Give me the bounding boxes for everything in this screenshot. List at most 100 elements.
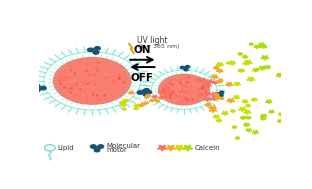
Circle shape — [98, 145, 104, 148]
Circle shape — [95, 47, 100, 50]
Text: motor: motor — [106, 147, 127, 153]
Polygon shape — [252, 68, 259, 72]
Polygon shape — [235, 137, 240, 140]
Polygon shape — [244, 110, 251, 114]
Circle shape — [184, 68, 188, 71]
Polygon shape — [242, 55, 248, 58]
Polygon shape — [211, 75, 218, 79]
Circle shape — [144, 93, 149, 96]
Polygon shape — [134, 104, 140, 107]
Circle shape — [34, 88, 40, 92]
Circle shape — [159, 74, 209, 105]
Polygon shape — [166, 145, 176, 151]
Circle shape — [137, 91, 143, 94]
Polygon shape — [246, 129, 252, 132]
Polygon shape — [217, 80, 222, 83]
Polygon shape — [144, 96, 149, 98]
Polygon shape — [261, 56, 269, 60]
Circle shape — [185, 65, 189, 68]
Polygon shape — [229, 61, 236, 65]
Polygon shape — [140, 103, 146, 106]
Polygon shape — [260, 45, 267, 49]
Circle shape — [34, 84, 40, 88]
Polygon shape — [222, 111, 229, 115]
Polygon shape — [244, 60, 252, 65]
Polygon shape — [119, 101, 124, 104]
Polygon shape — [128, 91, 134, 94]
Circle shape — [148, 91, 152, 93]
Polygon shape — [277, 120, 282, 123]
Text: UV light: UV light — [137, 36, 168, 45]
Text: OFF: OFF — [131, 73, 154, 83]
Polygon shape — [230, 110, 236, 113]
Polygon shape — [158, 91, 163, 93]
Polygon shape — [205, 92, 212, 96]
Polygon shape — [216, 119, 222, 122]
Polygon shape — [284, 108, 290, 112]
Polygon shape — [277, 73, 283, 77]
Polygon shape — [243, 123, 250, 127]
Polygon shape — [242, 100, 248, 103]
Polygon shape — [164, 94, 170, 98]
Polygon shape — [197, 93, 203, 96]
Polygon shape — [122, 99, 129, 103]
Polygon shape — [201, 78, 206, 81]
Polygon shape — [269, 110, 274, 114]
Polygon shape — [196, 78, 203, 82]
Polygon shape — [239, 69, 245, 73]
Circle shape — [220, 91, 224, 94]
Polygon shape — [158, 91, 162, 93]
Polygon shape — [233, 95, 240, 99]
Polygon shape — [209, 106, 217, 110]
Polygon shape — [152, 95, 158, 99]
Polygon shape — [211, 96, 218, 101]
Polygon shape — [227, 98, 235, 103]
Polygon shape — [259, 66, 266, 70]
Polygon shape — [120, 103, 126, 107]
Polygon shape — [204, 83, 212, 87]
Polygon shape — [205, 103, 211, 107]
Polygon shape — [204, 93, 209, 95]
Polygon shape — [278, 113, 283, 116]
Circle shape — [219, 94, 223, 97]
Polygon shape — [240, 116, 246, 120]
Polygon shape — [138, 105, 143, 107]
Polygon shape — [260, 117, 266, 120]
Text: Lipid: Lipid — [57, 145, 74, 151]
Circle shape — [144, 89, 149, 92]
Polygon shape — [213, 66, 219, 69]
Circle shape — [94, 148, 100, 152]
Polygon shape — [260, 114, 267, 118]
Circle shape — [88, 48, 93, 52]
Polygon shape — [238, 107, 246, 112]
Polygon shape — [249, 43, 254, 46]
Polygon shape — [217, 69, 223, 73]
Polygon shape — [292, 74, 299, 77]
Polygon shape — [246, 116, 251, 119]
Polygon shape — [251, 98, 257, 101]
Circle shape — [144, 93, 148, 95]
Polygon shape — [149, 99, 154, 102]
Circle shape — [143, 90, 147, 92]
Text: ON: ON — [134, 45, 151, 55]
Polygon shape — [146, 94, 151, 97]
Polygon shape — [219, 97, 224, 100]
Polygon shape — [243, 62, 249, 65]
Circle shape — [180, 66, 184, 69]
Polygon shape — [247, 77, 255, 82]
Polygon shape — [226, 62, 231, 65]
Polygon shape — [134, 107, 139, 110]
Polygon shape — [212, 81, 218, 84]
Polygon shape — [154, 99, 160, 102]
Polygon shape — [202, 84, 208, 87]
Polygon shape — [129, 43, 134, 54]
Polygon shape — [285, 56, 293, 61]
Polygon shape — [259, 43, 265, 46]
Polygon shape — [157, 145, 167, 151]
Polygon shape — [203, 97, 212, 101]
Polygon shape — [281, 121, 289, 125]
Polygon shape — [122, 108, 126, 110]
Polygon shape — [238, 69, 243, 72]
Polygon shape — [232, 126, 237, 129]
Polygon shape — [246, 104, 251, 107]
